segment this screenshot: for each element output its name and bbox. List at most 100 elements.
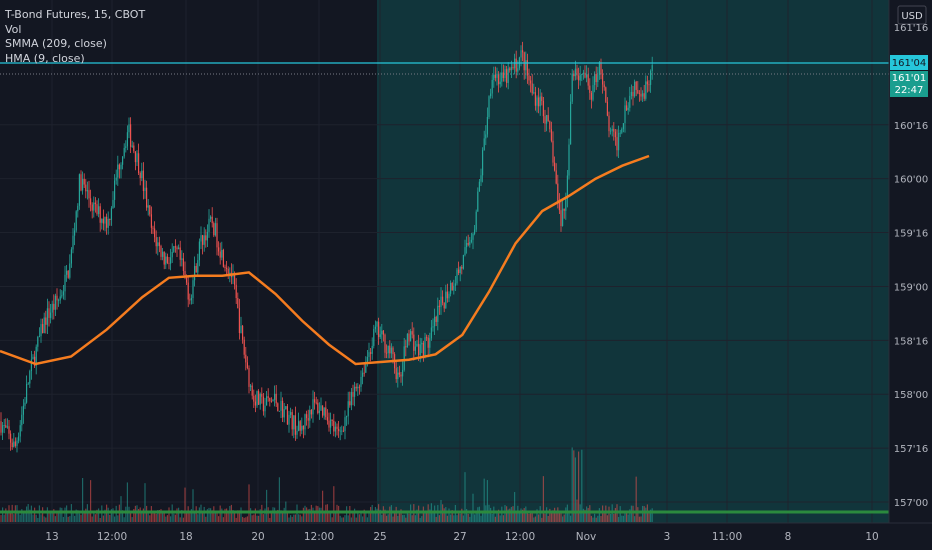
volume-bar <box>517 505 519 522</box>
volume-bar <box>245 517 247 522</box>
candle-body <box>510 66 512 71</box>
candle-body <box>29 371 31 384</box>
volume-bar <box>480 515 482 522</box>
volume-bar <box>104 509 106 522</box>
candle-body <box>165 256 167 265</box>
candle-body <box>410 331 412 342</box>
candle-body <box>211 216 213 224</box>
candle-body <box>397 372 399 380</box>
candle-body <box>53 303 55 310</box>
volume-bar <box>134 505 136 522</box>
candle-body <box>424 337 426 356</box>
candle-body <box>346 416 348 418</box>
candle-body <box>458 269 460 274</box>
candle-body <box>499 81 501 85</box>
candle-body <box>235 284 237 299</box>
candle-body <box>355 386 357 389</box>
volume-bar <box>320 507 322 522</box>
candle-body <box>155 237 157 247</box>
y-tick-label: 158'00 <box>894 390 929 401</box>
candle-body <box>512 66 514 69</box>
candle-body <box>507 68 509 83</box>
candle-body <box>443 302 445 309</box>
x-tick-label: 12:00 <box>97 531 127 543</box>
volume-bar <box>586 506 588 522</box>
candle-body <box>638 93 640 95</box>
candle-body <box>456 269 458 284</box>
candle-body <box>517 68 519 72</box>
candle-body <box>434 316 436 327</box>
candle-body <box>550 129 552 141</box>
candle-body <box>531 83 533 94</box>
candle-body <box>251 385 253 396</box>
candle-body <box>202 235 204 245</box>
volume-bar <box>554 507 556 522</box>
candle-body <box>390 347 392 354</box>
candle-body <box>267 396 269 398</box>
volume-bar <box>98 508 100 522</box>
volume-bar <box>150 506 152 522</box>
volume-bar <box>499 515 501 522</box>
candle-body <box>509 68 511 71</box>
candle-body <box>594 73 596 86</box>
candle-body <box>264 405 266 412</box>
volume-bar <box>112 508 114 522</box>
volume-bar <box>592 517 594 522</box>
x-tick-label: 11:00 <box>712 531 742 543</box>
candle-body <box>21 414 23 426</box>
candle-body <box>16 440 18 446</box>
volume-bar <box>190 509 192 522</box>
candle-body <box>368 352 370 357</box>
candle-body <box>125 146 127 148</box>
volume-bar <box>37 517 39 522</box>
volume-bar <box>382 506 384 522</box>
volume-bar <box>154 512 156 522</box>
candle-body <box>648 84 650 86</box>
candle-body <box>189 299 191 301</box>
candle-body <box>62 291 64 296</box>
candle-body <box>501 72 503 82</box>
candle-body <box>312 399 314 415</box>
candle-body <box>563 208 565 211</box>
candle-body <box>331 419 333 421</box>
volume-bar <box>222 517 224 522</box>
volume-bar <box>582 508 584 522</box>
candle-body <box>208 218 210 232</box>
candle-body <box>363 372 365 374</box>
candle-body <box>562 208 564 227</box>
time-axis[interactable] <box>0 523 889 550</box>
volume-bar <box>584 509 586 522</box>
last-price-tag <box>890 55 928 70</box>
volume-bar <box>434 505 436 522</box>
volume-bar <box>182 517 184 522</box>
volume-bar <box>34 507 36 522</box>
volume-bar <box>373 511 375 522</box>
volume-bar <box>389 506 391 522</box>
volume-bar <box>613 514 615 522</box>
candle-body <box>203 235 205 245</box>
volume-bar <box>458 512 460 522</box>
candle-body <box>478 181 480 192</box>
volume-bar <box>240 507 242 522</box>
volume-bar <box>339 515 341 522</box>
volume-bar <box>194 512 196 522</box>
volume-bar <box>570 515 572 522</box>
volume-bar <box>542 476 544 522</box>
candle-body <box>301 425 303 431</box>
volume-bar <box>482 511 484 522</box>
volume-bar <box>456 515 458 522</box>
volume-bar <box>142 508 144 522</box>
candle-body <box>573 73 575 77</box>
candle-body <box>35 346 37 366</box>
candle-body <box>126 132 128 147</box>
candle-body <box>234 273 236 285</box>
candle-body <box>552 140 554 163</box>
candle-body <box>198 241 200 261</box>
candle-body <box>651 65 653 71</box>
candle-body <box>630 91 632 96</box>
candle-body <box>515 58 517 72</box>
currency-box[interactable] <box>897 5 927 25</box>
volume-bar <box>214 511 216 522</box>
currency-label: USD <box>901 11 923 22</box>
